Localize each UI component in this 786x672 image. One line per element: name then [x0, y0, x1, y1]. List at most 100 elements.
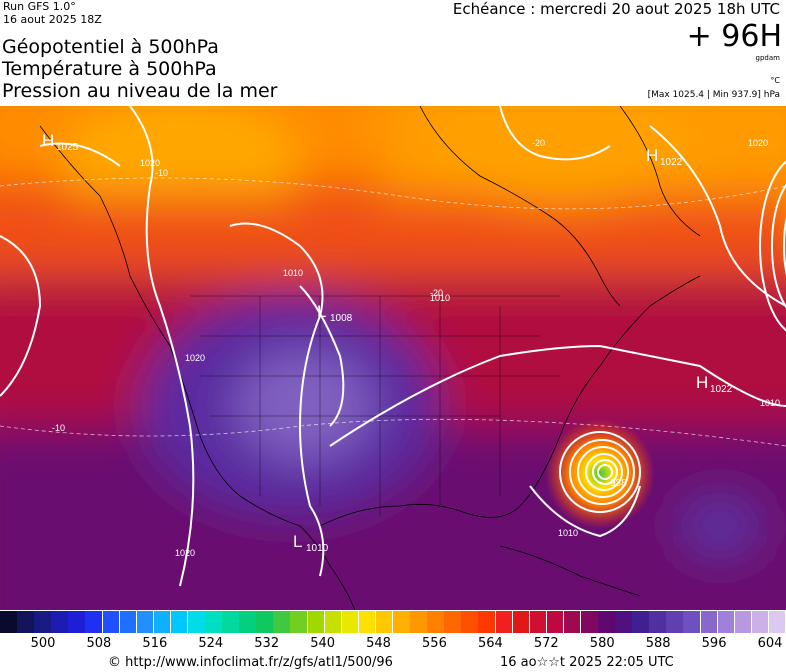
- color-swatch: [0, 611, 18, 633]
- color-scale-label: 572: [533, 636, 559, 651]
- color-scale-label: 524: [198, 636, 224, 651]
- color-swatch: [632, 611, 650, 633]
- color-swatch: [546, 611, 565, 633]
- isobar-label: 1020: [175, 548, 195, 558]
- temperature-labels: -10 -10 -20 -20: [52, 138, 545, 433]
- high-value-atlantic: 1022: [710, 384, 733, 395]
- color-swatch: [239, 611, 257, 633]
- isobar-label: 1020: [748, 138, 768, 148]
- color-scale-labels: 500 508 516 524 532 540 548 556 564 572 580 588 596 6…: [0, 636, 786, 652]
- color-swatch: [563, 611, 582, 633]
- low-label-south: L: [293, 532, 302, 551]
- color-swatch: [136, 611, 155, 633]
- low-value-center: 1008: [330, 313, 353, 324]
- color-swatch: [768, 611, 786, 633]
- color-swatch: [324, 611, 343, 633]
- color-scale-bar: [0, 611, 786, 633]
- pressure-centers: H 1025 L 1008 H 1022 L 1010 H 1022 938: [42, 131, 733, 554]
- color-swatch: [85, 611, 103, 633]
- color-scale-label: 532: [254, 636, 280, 651]
- temperature-contours: [0, 177, 786, 447]
- color-swatch: [444, 611, 462, 633]
- color-swatch: [410, 611, 428, 633]
- color-scale-label: 548: [366, 636, 391, 651]
- color-swatch: [256, 611, 274, 633]
- color-swatch: [51, 611, 69, 633]
- color-scale-label: 596: [701, 636, 727, 651]
- color-scale-label: 588: [645, 636, 671, 651]
- low-value-south: 1010: [306, 543, 329, 554]
- unit-celsius: °C: [770, 76, 780, 85]
- color-swatch: [683, 611, 702, 633]
- isobar-label: 1010: [430, 293, 450, 303]
- high-isobars: [759, 160, 786, 332]
- color-swatch: [205, 611, 223, 633]
- temperature-label: -20: [532, 138, 545, 148]
- title-pressure: Pression au niveau de la mer: [2, 80, 278, 102]
- isobar-label: 1010: [558, 528, 578, 538]
- color-swatch: [700, 611, 719, 633]
- color-swatch: [170, 611, 189, 633]
- color-swatch: [153, 611, 172, 633]
- color-scale-label: 556: [422, 636, 447, 651]
- color-swatch: [341, 611, 360, 633]
- temperature-field: [0, 106, 786, 610]
- unit-gpdam: gpdam: [755, 54, 780, 62]
- high-value-nw: 1025: [56, 142, 79, 153]
- color-swatch: [119, 611, 138, 633]
- high-pressure-core: [696, 136, 786, 356]
- source-url: © http://www.infoclimat.fr/z/gfs/atl1/50…: [108, 655, 393, 670]
- high-label-ne: H: [646, 146, 658, 165]
- temperature-label: -20: [430, 288, 443, 298]
- color-swatch: [598, 611, 616, 633]
- color-scale-label: 500: [30, 636, 56, 651]
- color-swatch: [615, 611, 633, 633]
- color-swatch: [649, 611, 667, 633]
- color-swatch: [751, 611, 770, 633]
- color-swatch: [307, 611, 326, 633]
- color-swatch: [495, 611, 514, 633]
- color-swatch: [68, 611, 86, 633]
- color-swatch: [512, 611, 531, 633]
- color-scale-label: 604: [757, 636, 783, 651]
- color-scale-label: 540: [310, 636, 336, 651]
- isobar-label: 1020: [140, 158, 160, 168]
- title-geopotential: Géopotentiel à 500hPa: [2, 36, 219, 58]
- isobars: [0, 106, 786, 587]
- generated-time: 16 ao☆☆t 2025 22:05 UTC: [500, 655, 674, 670]
- color-swatch: [358, 611, 377, 633]
- low-label-center: L: [317, 302, 326, 321]
- title-temperature: Température à 500hPa: [2, 58, 217, 80]
- high-label-nw: H: [42, 131, 54, 150]
- coastlines: [39, 106, 701, 610]
- color-swatch: [102, 611, 121, 633]
- color-swatch: [580, 611, 599, 633]
- political-borders: [190, 295, 560, 516]
- color-swatch: [375, 611, 394, 633]
- isobar-label: 1020: [185, 353, 205, 363]
- hurricane-isobars: [559, 431, 641, 513]
- color-scale-label: 564: [477, 636, 503, 651]
- isobar-labels: 1020 1010 1020 1020 1010 1010 1020 1010: [140, 138, 780, 558]
- color-scale-label: 508: [86, 636, 112, 651]
- color-swatch: [393, 611, 411, 633]
- color-swatch: [734, 611, 753, 633]
- high-label-atlantic: H: [696, 373, 708, 392]
- pressure-max-min: [Max 1025.4 | Min 937.9] hPa: [647, 90, 780, 100]
- color-scale-label: 516: [142, 636, 168, 651]
- isobar-label: 1010: [283, 268, 303, 278]
- isobar-label: 1010: [760, 398, 780, 408]
- color-swatch: [273, 611, 291, 633]
- color-swatch: [461, 611, 479, 633]
- high-value-ne: 1022: [660, 157, 683, 168]
- color-swatch: [222, 611, 240, 633]
- color-swatch: [478, 611, 496, 633]
- color-swatch: [17, 611, 35, 633]
- lead-time: + 96H: [686, 19, 782, 54]
- forecast-valid-time: Echéance : mercredi 20 aout 2025 18h UTC: [452, 0, 780, 18]
- hurricane-value: 938: [610, 478, 627, 489]
- temperature-label: -10: [52, 423, 65, 433]
- color-swatch: [34, 611, 52, 633]
- color-swatch: [290, 611, 309, 633]
- run-date: 16 aout 2025 18Z: [3, 13, 102, 26]
